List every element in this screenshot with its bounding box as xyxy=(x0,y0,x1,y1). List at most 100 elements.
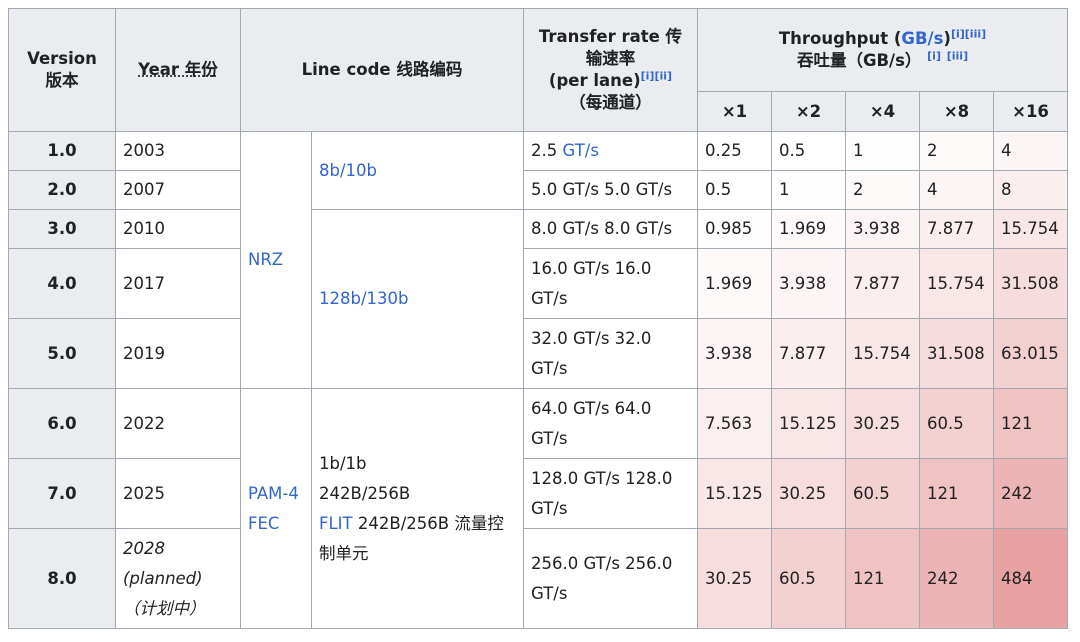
throughput-cell: 484 xyxy=(992,528,1069,629)
throughput-cell: 0.5 xyxy=(697,170,772,210)
gbs-link[interactable]: GB/s xyxy=(901,29,944,48)
header-row-1: Version 版本 Year 年份 Line code 线路编码 Transf… xyxy=(8,8,1069,132)
throughput-cell: 3.938 xyxy=(845,209,920,249)
table-row: 7.0 2025 128.0 GT/s 128.0 GT/s 15.125 30… xyxy=(8,458,1069,529)
8b10b-link[interactable]: 8b/10b xyxy=(319,160,377,180)
line-code-nrz[interactable]: NRZ xyxy=(240,131,312,389)
throughput-cell: 7.563 xyxy=(697,388,772,459)
throughput-cell: 7.877 xyxy=(919,209,994,249)
col-header-transfer-rate: Transfer rate 传输速率 (per lane)[i][ii] （每通… xyxy=(523,8,698,132)
throughput-cell: 1 xyxy=(845,131,920,171)
col-header-year[interactable]: Year 年份 xyxy=(115,8,241,132)
row-version: 6.0 xyxy=(8,388,116,459)
throughput-cell: 0.5 xyxy=(771,131,846,171)
throughput-cell: 121 xyxy=(919,458,994,529)
header-row-2: ×1 ×2 ×4 ×8 ×16 xyxy=(9,91,1069,132)
flit-enc-3: 242B/256B 流量控制单元 xyxy=(319,513,504,563)
table-row: 4.0 2017 16.0 GT/s 16.0 GT/s 1.969 3.938… xyxy=(8,248,1069,319)
lane-header-x4: ×4 xyxy=(845,91,920,132)
pam4-link[interactable]: PAM-4 xyxy=(248,483,299,503)
ref-link-i-2[interactable]: [i] xyxy=(950,27,965,41)
throughput-cell: 15.754 xyxy=(992,209,1069,249)
throughput-cell: 30.25 xyxy=(845,388,920,459)
year-label[interactable]: Year 年份 xyxy=(138,60,218,79)
throughput-cell: 2 xyxy=(845,170,920,210)
col-header-line-code: Line code 线路编码 xyxy=(240,8,524,132)
row-version: 8.0 xyxy=(8,528,116,629)
row-version: 3.0 xyxy=(8,209,116,249)
pcie-versions-table: Version 版本 Year 年份 Line code 线路编码 Transf… xyxy=(8,8,1069,629)
col-header-version: Version 版本 xyxy=(8,8,116,132)
gts-link[interactable]: GT/s xyxy=(562,141,599,160)
throughput-cell: 63.015 xyxy=(992,318,1069,389)
128b130b-link[interactable]: 128b/130b xyxy=(319,289,409,308)
throughput-cell: 2 xyxy=(919,131,994,171)
throughput-cell: 242 xyxy=(919,528,994,629)
transfer-rate-zh: （每通道） xyxy=(569,93,652,112)
throughput-cell: 15.125 xyxy=(697,458,772,529)
encoding-128b130b[interactable]: 128b/130b xyxy=(311,209,524,389)
ref-link-ii[interactable]: [ii] xyxy=(654,69,673,83)
nrz-link[interactable]: NRZ xyxy=(248,250,284,269)
row-year: 2022 xyxy=(115,388,241,459)
throughput-close: ) xyxy=(943,29,951,48)
row-version: 5.0 xyxy=(8,318,116,389)
throughput-cell: 3.938 xyxy=(697,318,772,389)
col-header-throughput: Throughput (GB/s)[i][iii] 吞吐量（GB/s） [i] … xyxy=(696,8,1069,92)
row-rate: 32.0 GT/s 32.0 GT/s xyxy=(523,318,698,389)
throughput-cell: 31.508 xyxy=(919,318,994,389)
ref-link-i[interactable]: [i] xyxy=(640,69,655,83)
row-year: 2028 (planned) （计划中） xyxy=(115,528,241,629)
lane-header-x16: ×16 xyxy=(992,91,1069,132)
throughput-cell: 15.754 xyxy=(919,248,994,319)
flit-enc-2: 242B/256B xyxy=(319,483,411,503)
table-container: Version 版本 Year 年份 Line code 线路编码 Transf… xyxy=(8,8,1069,629)
throughput-cell: 60.5 xyxy=(919,388,994,459)
row-rate: 64.0 GT/s 64.0 GT/s xyxy=(523,388,698,459)
throughput-cell: 1.969 xyxy=(771,209,846,249)
flit-link[interactable]: FLIT xyxy=(319,513,353,533)
throughput-cell: 31.508 xyxy=(992,248,1069,319)
transfer-rate-label: Transfer rate 传输速率 xyxy=(538,27,683,68)
lane-header-x8: ×8 xyxy=(919,91,994,132)
version-label-zh: 版本 xyxy=(45,71,79,90)
line-code-pam4[interactable]: PAM-4 FEC xyxy=(240,388,312,629)
table-row: 2.0 2007 5.0 GT/s 5.0 GT/s 0.5 1 2 4 8 xyxy=(8,170,1069,210)
throughput-cell: 3.938 xyxy=(771,248,846,319)
row-year: 2007 xyxy=(115,170,241,210)
throughput-cell: 15.754 xyxy=(845,318,920,389)
line-code-label: Line code 线路编码 xyxy=(301,60,463,79)
row-version: 4.0 xyxy=(8,248,116,319)
throughput-cell: 121 xyxy=(845,528,920,629)
throughput-cell: 15.125 xyxy=(771,388,846,459)
throughput-cell: 0.25 xyxy=(697,131,772,171)
lane-header-x1: ×1 xyxy=(697,91,772,132)
encoding-8b10b[interactable]: 8b/10b xyxy=(311,131,524,210)
lane-header-x2: ×2 xyxy=(771,91,846,132)
encoding-flit: 1b/1b 242B/256B FLIT 242B/256B 流量控制单元 xyxy=(311,388,524,629)
throughput-cell: 60.5 xyxy=(771,528,846,629)
fec-link[interactable]: FEC xyxy=(248,513,280,533)
table-row: 6.0 2022 PAM-4 FEC 1b/1b 242B/256B FLIT … xyxy=(8,388,1069,629)
table-row: 1.0 2003 NRZ 8b/10b 2.5 GT/s 0.25 0.5 1 … xyxy=(8,131,1069,389)
throughput-label: Throughput ( xyxy=(778,29,902,48)
flit-enc-1: 1b/1b xyxy=(319,453,367,473)
throughput-label-zh: 吞吐量（GB/s） xyxy=(796,51,922,70)
row-rate: 16.0 GT/s 16.0 GT/s xyxy=(523,248,698,319)
row-year: 2010 xyxy=(115,209,241,249)
throughput-cell: 60.5 xyxy=(845,458,920,529)
throughput-cell: 0.985 xyxy=(697,209,772,249)
ref-link-i-3[interactable]: [i] xyxy=(927,49,941,63)
throughput-cell: 1 xyxy=(771,170,846,210)
throughput-cell: 30.25 xyxy=(697,528,772,629)
ref-link-iii[interactable]: [iii] xyxy=(964,27,987,41)
throughput-cell: 7.877 xyxy=(771,318,846,389)
throughput-cell: 8 xyxy=(992,170,1069,210)
row-rate: 128.0 GT/s 128.0 GT/s xyxy=(523,458,698,529)
throughput-cell: 30.25 xyxy=(771,458,846,529)
row-rate: 256.0 GT/s 256.0 GT/s xyxy=(523,528,698,629)
year-value: 2028 xyxy=(123,538,165,558)
version-label: Version xyxy=(27,49,97,68)
ref-link-iii-2[interactable]: [iii] xyxy=(946,49,969,63)
row-year: 2017 xyxy=(115,248,241,319)
